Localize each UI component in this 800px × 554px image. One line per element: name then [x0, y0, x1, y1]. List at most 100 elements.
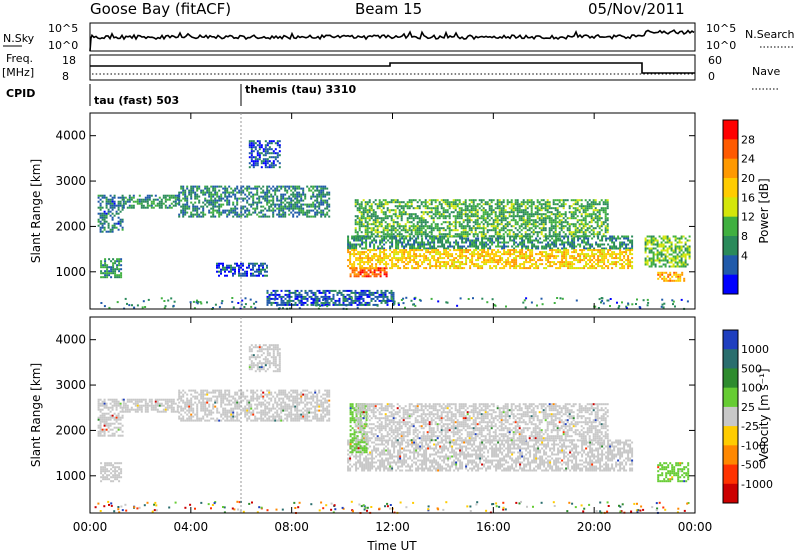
- heatmap-cell: [427, 263, 430, 266]
- heatmap-cell: [294, 195, 297, 198]
- heatmap-cell: [316, 195, 319, 198]
- heatmap-cell: [597, 249, 600, 252]
- heatmap-cell: [463, 249, 466, 252]
- heatmap-cell: [264, 274, 266, 277]
- heatmap-cell: [366, 295, 369, 298]
- heatmap-cell: [537, 245, 540, 248]
- heatmap-cell: [609, 253, 612, 256]
- heatmap-cell: [328, 209, 331, 212]
- heatmap-cell: [516, 215, 519, 218]
- heatmap-cell: [392, 295, 395, 298]
- heatmap-cell: [481, 249, 484, 252]
- heatmap-cell: [427, 251, 430, 254]
- heatmap-cell: [224, 270, 226, 273]
- heatmap-cell: [604, 207, 607, 210]
- heatmap-cell: [403, 237, 406, 240]
- heatmap-cell: [250, 156, 253, 159]
- heatmap-cell: [536, 205, 539, 208]
- heatmap-cell: [599, 249, 602, 252]
- heatmap-cell: [502, 211, 505, 214]
- heatmap-cell: [424, 233, 427, 236]
- heatmap-cell: [358, 217, 361, 220]
- heatmap-cell: [527, 249, 530, 252]
- heatmap-cell: [477, 259, 480, 262]
- heatmap-cell: [420, 211, 423, 214]
- heatmap-cell: [403, 245, 406, 248]
- heatmap-cell: [100, 270, 103, 273]
- heatmap-cell: [646, 239, 649, 242]
- heatmap-cell: [469, 259, 472, 262]
- heatmap-cell: [354, 205, 357, 208]
- heatmap-cell: [110, 268, 113, 271]
- power-region-9: [354, 199, 609, 238]
- heatmap-cell: [262, 268, 264, 271]
- heatmap-cell: [429, 261, 432, 264]
- heatmap-cell: [348, 297, 351, 300]
- heatmap-cell: [378, 203, 381, 206]
- heatmap-cell: [598, 219, 601, 222]
- heatmap-cell: [619, 247, 622, 250]
- heatmap-cell: [182, 211, 185, 214]
- heatmap-cell: [560, 219, 563, 222]
- heatmap-cell: [222, 191, 225, 194]
- heatmap-cell: [477, 255, 480, 258]
- heatmap-cell: [376, 207, 379, 210]
- heatmap-cell: [484, 209, 487, 212]
- heatmap-cell: [483, 251, 486, 254]
- heatmap-cell: [266, 297, 269, 300]
- heatmap-cell: [426, 227, 429, 230]
- heatmap-cell: [597, 251, 600, 254]
- heatmap-cell: [113, 222, 116, 225]
- heatmap-cell: [362, 215, 365, 218]
- heatmap-cell: [464, 201, 467, 204]
- heatmap-cell: [495, 253, 498, 256]
- heatmap-cell: [111, 212, 114, 215]
- heatmap-cell: [602, 223, 605, 226]
- heatmap-cell: [536, 211, 539, 214]
- heatmap-cell: [537, 247, 540, 250]
- heatmap-cell: [606, 219, 609, 222]
- heatmap-cell: [210, 207, 213, 210]
- heatmap-cell: [152, 202, 155, 205]
- heatmap-cell: [453, 261, 456, 264]
- heatmap-cell: [562, 227, 565, 230]
- heatmap-cell: [166, 206, 169, 209]
- heatmap-cell: [433, 257, 436, 260]
- heatmap-cell: [540, 215, 543, 218]
- heatmap-cell: [658, 253, 661, 256]
- heatmap-cell: [591, 259, 594, 262]
- heatmap-cell: [615, 257, 618, 260]
- heatmap-cell: [381, 239, 384, 242]
- heatmap-cell: [407, 257, 410, 260]
- heatmap-cell: [310, 209, 313, 212]
- heatmap-cell: [629, 259, 632, 262]
- heatmap-cell: [625, 235, 628, 238]
- heatmap-cell: [308, 215, 311, 218]
- heatmap-cell: [544, 235, 547, 238]
- heatmap-cell: [548, 203, 551, 206]
- heatmap-cell: [318, 193, 321, 196]
- heatmap-cell: [366, 215, 369, 218]
- heatmap-cell: [436, 217, 439, 220]
- heatmap-cell: [264, 213, 267, 216]
- heatmap-cell: [472, 235, 475, 238]
- heatmap-cell: [549, 239, 552, 242]
- heatmap-cell: [370, 229, 373, 232]
- date-title: 05/Nov/2011: [588, 0, 685, 18]
- heatmap-cell: [570, 213, 573, 216]
- heatmap-cell: [656, 239, 659, 242]
- heatmap-cell: [662, 237, 665, 240]
- heatmap-cell: [365, 255, 368, 258]
- heatmap-cell: [324, 297, 327, 300]
- heatmap-cell: [355, 273, 358, 276]
- heatmap-cell: [599, 255, 602, 258]
- heatmap-cell: [613, 257, 616, 260]
- heatmap-cell: [385, 237, 388, 240]
- heatmap-cell: [674, 243, 677, 246]
- heatmap-cell: [426, 221, 429, 224]
- heatmap-cell: [535, 239, 538, 242]
- heatmap-cell: [103, 212, 106, 215]
- heatmap-cell: [374, 199, 377, 202]
- heatmap-cell: [304, 193, 307, 196]
- heatmap-cell: [107, 200, 110, 203]
